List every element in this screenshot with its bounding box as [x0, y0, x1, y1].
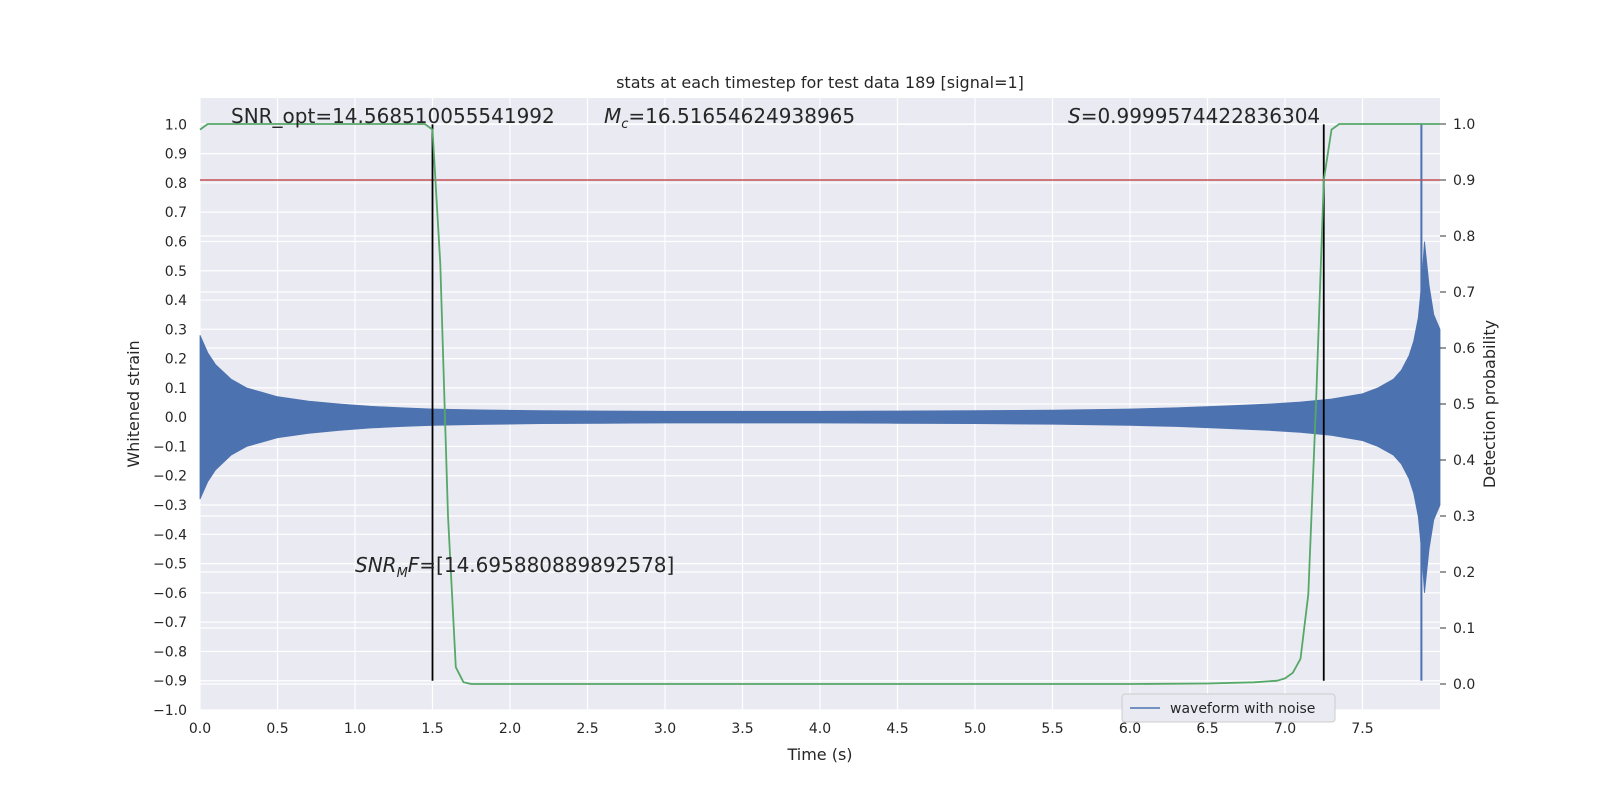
y-tick-label: −0.8: [153, 644, 187, 660]
y-tick-label: 0.8: [165, 176, 187, 192]
x-tick-label: 0.5: [266, 721, 288, 737]
y-axis-ticks: 1.0 0.9 0.8 0.7 0.6 0.5 0.4 0.3 0.2 0.1 0.0 −0.1 −0.…: [153, 117, 187, 719]
y2-axis-label: Detection probability: [1480, 320, 1499, 488]
y2-tick-label: 0.8: [1453, 229, 1475, 245]
chart-title: stats at each timestep for test data 189…: [616, 73, 1024, 92]
waveform-envelope: [199, 241, 1441, 593]
y-tick-label: −0.1: [153, 439, 187, 455]
x-tick-label: 6.0: [1119, 721, 1141, 737]
x-tick-label: 5.0: [964, 721, 986, 737]
y-tick-label: −0.9: [153, 674, 187, 690]
y-tick-label: 0.7: [165, 205, 187, 221]
y-tick-label: −0.6: [153, 586, 187, 602]
legend-label: waveform with noise: [1170, 701, 1315, 717]
y-tick-label: 0.4: [165, 293, 187, 309]
y2-tick-label: 0.9: [1453, 173, 1475, 189]
y2-tick-label: 0.4: [1453, 453, 1475, 469]
annotation-snr-opt: SNR_opt=14.568510055541992: [231, 104, 555, 128]
annotation-chirp-mass: Mc=16.51654624938965: [604, 104, 855, 132]
x-tick-label: 3.0: [654, 721, 676, 737]
y2-tick-label: 1.0: [1453, 117, 1475, 133]
y-tick-label: −0.7: [153, 615, 187, 631]
y-tick-label: 0.3: [165, 322, 187, 338]
x-tick-label: 0.0: [189, 721, 211, 737]
y2-tick-label: 0.2: [1453, 565, 1475, 581]
probability-line: [199, 123, 1440, 685]
x-tick-label: 7.0: [1274, 721, 1296, 737]
y2-tick-label: 0.3: [1453, 509, 1475, 525]
legend: waveform with noise: [1121, 693, 1336, 723]
y-axis-label: Whitened strain: [124, 340, 143, 467]
y-tick-label: 0.9: [165, 147, 187, 163]
x-tick-label: 1.5: [421, 721, 443, 737]
y2-axis-ticks: 1.0 0.9 0.8 0.7 0.6 0.5 0.4 0.3 0.2 0.1 0.0: [1440, 117, 1475, 693]
y-tick-label: −1.0: [153, 703, 187, 719]
x-tick-label: 4.5: [886, 721, 908, 737]
y-tick-label: −0.3: [153, 498, 187, 514]
mc-symbol: M: [604, 104, 621, 128]
x-tick-label: 6.5: [1196, 721, 1218, 737]
snrmf-symbol: SNR: [355, 553, 397, 577]
y2-tick-label: 0.6: [1453, 341, 1475, 357]
x-tick-label: 2.5: [576, 721, 598, 737]
y-tick-label: 0.5: [165, 264, 187, 280]
snrmf-value: =[14.695880889892578]: [419, 553, 674, 577]
annotation-snr-mf: SNRMF=[14.695880889892578]: [355, 553, 674, 581]
s-value: =0.9999574422836304: [1081, 104, 1320, 128]
x-tick-label: 1.0: [344, 721, 366, 737]
s-symbol: S: [1068, 104, 1081, 128]
data-layer: [199, 123, 1441, 685]
mc-value: =16.51654624938965: [628, 104, 855, 128]
y-tick-label: 1.0: [165, 117, 187, 133]
x-tick-label: 4.0: [809, 721, 831, 737]
y-tick-label: −0.4: [153, 527, 187, 543]
mc-subscript: c: [621, 117, 628, 132]
snrmf-subscript: M: [397, 566, 408, 581]
snrmf-symbol2: F: [408, 553, 420, 577]
y-tick-label: −0.2: [153, 469, 187, 485]
x-tick-label: 3.5: [731, 721, 753, 737]
y-tick-label: 0.2: [165, 352, 187, 368]
y-tick-label: 0.0: [165, 410, 187, 426]
y2-tick-label: 0.7: [1453, 285, 1475, 301]
y2-tick-label: 0.0: [1453, 677, 1475, 693]
y-tick-label: 0.6: [165, 234, 187, 250]
x-tick-label: 7.5: [1351, 721, 1373, 737]
x-tick-label: 5.5: [1041, 721, 1063, 737]
x-axis-label: Time (s): [786, 745, 852, 764]
x-tick-label: 2.0: [499, 721, 521, 737]
y-tick-label: 0.1: [165, 381, 187, 397]
y2-tick-label: 0.1: [1453, 621, 1475, 637]
legend-box: [1121, 693, 1336, 723]
x-axis-ticks: 0.0 0.5 1.0 1.5 2.0 2.5 3.0 3.5 4.0 4.5 5.0 5.5 6.0 6…: [189, 721, 1374, 737]
annotation-s: S=0.9999574422836304: [1068, 104, 1320, 128]
y2-tick-label: 0.5: [1453, 397, 1475, 413]
y-tick-label: −0.5: [153, 557, 187, 573]
